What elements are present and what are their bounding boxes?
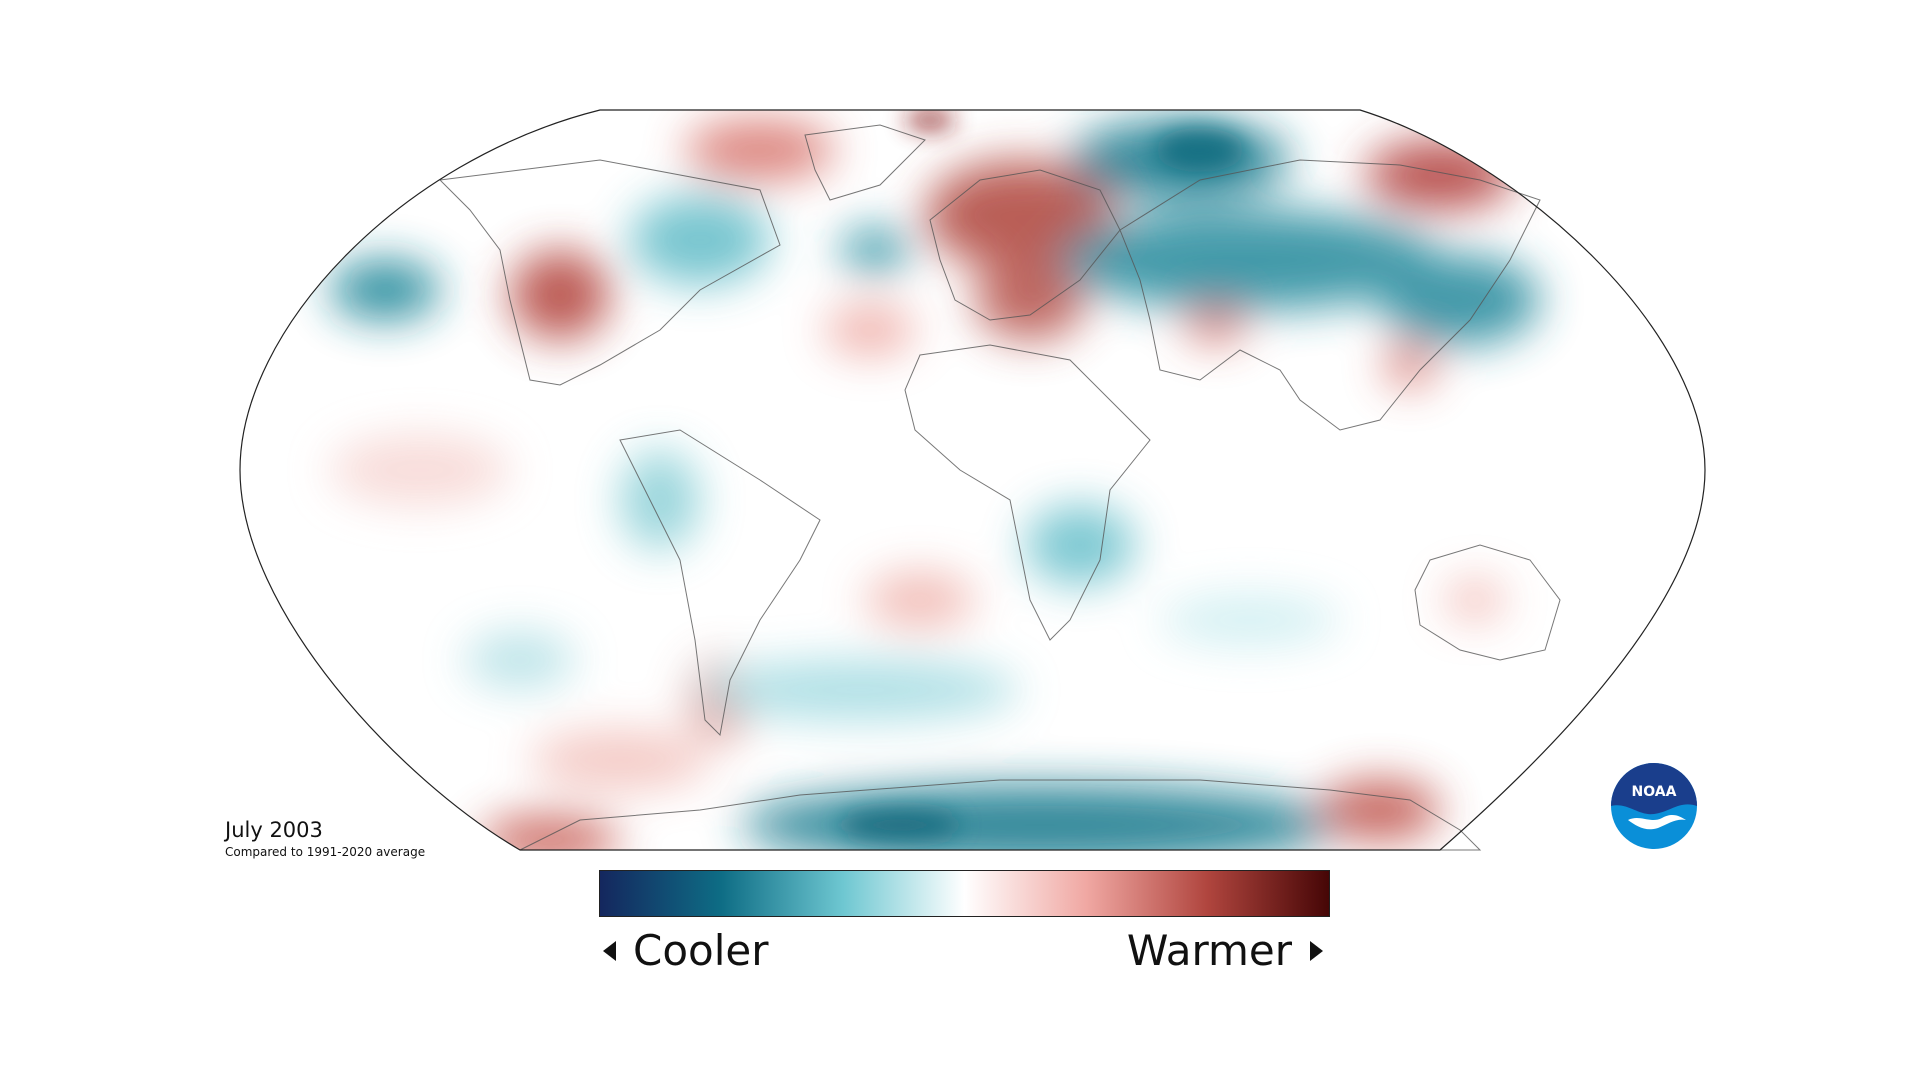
- legend-warmer-label: Warmer: [1126, 926, 1292, 975]
- temperature-anomaly-colorbar: [599, 870, 1330, 917]
- globe-border: [239, 109, 1706, 851]
- arrow-left-icon: [603, 941, 616, 961]
- noaa-logo-bird-icon: [1628, 814, 1686, 830]
- legend-cooler-label: Cooler: [633, 926, 769, 975]
- asia-outline: [1119, 159, 1541, 431]
- greenland-outline: [804, 124, 926, 201]
- noaa-logo-top: [1611, 763, 1697, 815]
- noaa-logo: NOAA: [1611, 763, 1697, 849]
- anomaly-field: [240, 110, 1705, 850]
- arrow-right-icon: [1310, 941, 1323, 961]
- africa-outline: [904, 344, 1151, 641]
- south-america-outline: [619, 429, 821, 737]
- noaa-logo-text: NOAA: [1632, 784, 1677, 800]
- europe-outline: [929, 169, 1121, 321]
- map-baseline-subtitle: Compared to 1991-2020 average: [225, 845, 426, 859]
- north-america-outline: [438, 159, 781, 386]
- coastlines: [438, 124, 1561, 851]
- map-date-title: July 2003: [225, 818, 323, 842]
- australia-outline: [1414, 544, 1561, 661]
